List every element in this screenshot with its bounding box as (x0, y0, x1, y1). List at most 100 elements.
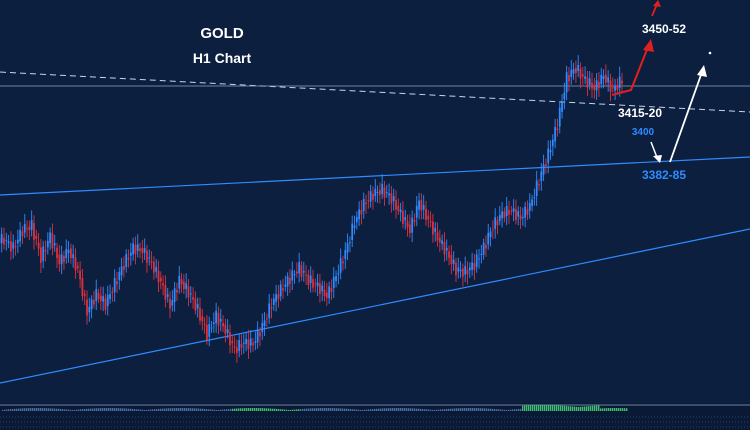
candle-body (12, 242, 15, 249)
indicator-bar (94, 408, 96, 411)
candle-body (572, 69, 575, 74)
candle-body (473, 263, 476, 270)
candle-body (3, 237, 5, 245)
candle-body (408, 224, 411, 234)
candle-body (282, 288, 284, 291)
candle-body (385, 192, 388, 194)
candle-body (240, 344, 243, 348)
candle-body (503, 211, 506, 219)
candle-body (549, 150, 552, 153)
candle-body (339, 258, 342, 273)
candle-body (81, 278, 84, 296)
indicator-bar (98, 408, 100, 411)
indicator-bar (382, 408, 384, 411)
indicator-bar (424, 409, 426, 411)
candle-body (132, 243, 135, 255)
candle-body (298, 262, 301, 274)
indicator-bar (594, 405, 596, 411)
indicator-bar (402, 408, 404, 411)
indicator-bar (266, 408, 268, 411)
indicator-bar (228, 409, 230, 411)
indicator-bar (622, 408, 624, 411)
candle-body (23, 224, 26, 233)
candle-body (395, 200, 397, 210)
candle-body (312, 279, 314, 288)
indicator-bar (528, 405, 530, 411)
indicator-bar (480, 408, 482, 411)
indicator-bar (146, 409, 148, 411)
candle-body (252, 342, 254, 346)
indicator-bar (150, 409, 152, 411)
indicator-bar (246, 408, 248, 411)
indicator-bar (346, 408, 348, 411)
candle-body (33, 223, 35, 240)
indicator-bar (70, 409, 72, 411)
candle-body (402, 211, 404, 224)
indicator-bar (92, 408, 94, 411)
indicator-bar (608, 408, 610, 411)
candle-body (505, 206, 508, 216)
candle-body (404, 217, 407, 221)
candle-body (86, 299, 88, 316)
candle-body (76, 265, 79, 269)
indicator-bar (440, 409, 442, 411)
candle-body (432, 221, 434, 235)
indicator-bar (618, 408, 620, 411)
candle-body (593, 85, 596, 90)
candle-body (521, 216, 524, 218)
candle-body (510, 210, 513, 212)
indicator-bar (16, 408, 18, 411)
indicator-bar (88, 408, 90, 411)
indicator-bar (370, 409, 372, 411)
indicator-bar (364, 409, 366, 411)
indicator-bar (614, 408, 616, 411)
indicator-bar (248, 408, 250, 411)
candle-body (602, 75, 605, 80)
candle-body (259, 332, 261, 337)
candle-body (111, 291, 114, 294)
candle-body (169, 298, 171, 309)
candle-body (139, 248, 141, 251)
indicator-bar (460, 408, 462, 411)
descending-dashed-line (0, 71, 750, 113)
candle-body (581, 74, 584, 77)
candle-body (277, 294, 280, 300)
indicator-bar (104, 408, 106, 411)
indicator-bar (204, 408, 206, 411)
candle-body (83, 293, 86, 296)
candle-body (358, 209, 361, 220)
indicator-bar (186, 408, 188, 411)
indicator-bar (60, 408, 62, 411)
candle-body (5, 240, 8, 242)
indicator-bar (176, 408, 178, 411)
indicator-bar (198, 408, 200, 411)
indicator-bar (340, 408, 342, 411)
indicator-bar (374, 408, 376, 411)
candle-body (621, 80, 623, 84)
candle-body (231, 340, 234, 344)
candle-body (21, 231, 24, 236)
indicator-bar (322, 408, 324, 411)
indicator-bar (592, 405, 594, 411)
candle-body (106, 294, 109, 307)
indicator-bar (74, 409, 76, 411)
candle-body (515, 209, 517, 220)
indicator-bar (80, 409, 82, 411)
indicator-bar (496, 409, 498, 411)
indicator-bar (68, 409, 70, 411)
candle-body (574, 67, 577, 74)
indicator-bar (430, 409, 432, 411)
indicator-bar (378, 408, 380, 411)
candle-body (443, 242, 446, 255)
indicator-bar (282, 409, 284, 411)
indicator-bar (100, 408, 102, 411)
indicator-bar (464, 408, 466, 411)
indicator-bar (508, 409, 510, 411)
candle-body (314, 283, 317, 285)
indicator-bar (156, 409, 158, 411)
indicator-bar (580, 406, 582, 411)
indicator-bar (112, 408, 114, 411)
candle-body (595, 80, 598, 91)
indicator-bar (342, 408, 344, 411)
indicator-bar (160, 408, 162, 411)
